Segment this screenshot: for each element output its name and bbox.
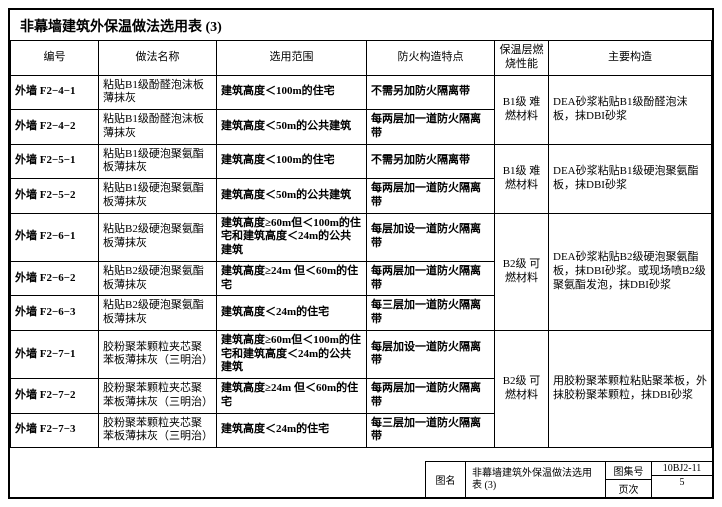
cell-method-name: 粘贴B2级硬泡聚氨酯板薄抹灰 <box>99 261 217 296</box>
cell-id: 外墙 F2−5−2 <box>11 179 99 214</box>
cell-construction: DEA砂浆粘贴B2级硬泡聚氨酯板，抹DBI砂浆。或现场喷B2级聚氨酯发泡，抹DB… <box>549 213 712 330</box>
cell-id: 外墙 F2−7−1 <box>11 330 99 378</box>
cell-fire: 每两层加一道防火隔离带 <box>367 110 495 145</box>
cell-fire: 每三层加一道防火隔离带 <box>367 413 495 448</box>
cell-scope: 建筑高度＜50m的公共建筑 <box>217 110 367 145</box>
table-row: 外墙 F2−4−1粘贴B1级酚醛泡沫板薄抹灰建筑高度＜100m的住宅不需另加防火… <box>11 75 712 110</box>
title-block-meta-labels: 图集号 页次 <box>606 462 652 497</box>
cell-fire: 每两层加一道防火隔离带 <box>367 379 495 414</box>
cell-construction: DEA砂浆粘贴B1级硬泡聚氨酯板，抹DBI砂浆 <box>549 144 712 213</box>
col-header: 选用范围 <box>217 41 367 76</box>
cell-construction: 用胶粉聚苯颗粒粘贴聚苯板，外抹胶粉聚苯颗粒，抹DBI砂浆 <box>549 330 712 447</box>
cell-id: 外墙 F2−4−1 <box>11 75 99 110</box>
cell-scope: 建筑高度≥60m但＜100m的住宅和建筑高度＜24m的公共建筑 <box>217 213 367 261</box>
cell-performance: B2级 可燃材料 <box>495 330 549 447</box>
col-header: 主要构造 <box>549 41 712 76</box>
cell-scope: 建筑高度＜50m的公共建筑 <box>217 179 367 214</box>
cell-method-name: 粘贴B2级硬泡聚氨酯板薄抹灰 <box>99 296 217 331</box>
table-row: 外墙 F2−6−1粘贴B2级硬泡聚氨酯板薄抹灰建筑高度≥60m但＜100m的住宅… <box>11 213 712 261</box>
table-header-row: 编号 做法名称 选用范围 防火构造特点 保温层燃烧性能 主要构造 <box>11 41 712 76</box>
title-block-meta-values: 10BJ2-11 5 <box>652 462 712 497</box>
cell-method-name: 胶粉聚苯颗粒夹芯聚苯板薄抹灰（三明治） <box>99 379 217 414</box>
cell-fire: 每层加设一道防火隔离带 <box>367 330 495 378</box>
col-header: 做法名称 <box>99 41 217 76</box>
selection-table: 编号 做法名称 选用范围 防火构造特点 保温层燃烧性能 主要构造 外墙 F2−4… <box>10 40 712 448</box>
cell-scope: 建筑高度≥24m 但＜60m的住宅 <box>217 261 367 296</box>
table-row: 外墙 F2−5−1粘贴B1级硬泡聚氨酯板薄抹灰建筑高度＜100m的住宅不需另加防… <box>11 144 712 179</box>
cell-fire: 每层加设一道防火隔离带 <box>367 213 495 261</box>
cell-id: 外墙 F2−6−1 <box>11 213 99 261</box>
cell-fire: 不需另加防火隔离带 <box>367 75 495 110</box>
cell-performance: B1级 难燃材料 <box>495 75 549 144</box>
cell-scope: 建筑高度＜24m的住宅 <box>217 413 367 448</box>
cell-scope: 建筑高度＜24m的住宅 <box>217 296 367 331</box>
sheet-title: 非幕墙建筑外保温做法选用表 (3) <box>10 10 712 40</box>
table-row: 外墙 F2−7−1胶粉聚苯颗粒夹芯聚苯板薄抹灰（三明治）建筑高度≥60m但＜10… <box>11 330 712 378</box>
cell-method-name: 胶粉聚苯颗粒夹芯聚苯板薄抹灰（三明治） <box>99 330 217 378</box>
cell-method-name: 粘贴B1级酚醛泡沫板薄抹灰 <box>99 75 217 110</box>
cell-construction: DEA砂浆粘贴B1级酚醛泡沫板，抹DBI砂浆 <box>549 75 712 144</box>
cell-id: 外墙 F2−5−1 <box>11 144 99 179</box>
meta-label: 图集号 <box>606 462 651 480</box>
drawing-sheet: 非幕墙建筑外保温做法选用表 (3) 编号 做法名称 选用范围 防火构造特点 保温… <box>8 8 714 499</box>
cell-id: 外墙 F2−7−2 <box>11 379 99 414</box>
cell-scope: 建筑高度＜100m的住宅 <box>217 75 367 110</box>
cell-fire: 每两层加一道防火隔离带 <box>367 261 495 296</box>
meta-value: 10BJ2-11 <box>652 462 712 476</box>
cell-performance: B2级 可燃材料 <box>495 213 549 330</box>
cell-scope: 建筑高度≥60m但＜100m的住宅和建筑高度＜24m的公共建筑 <box>217 330 367 378</box>
cell-method-name: 胶粉聚苯颗粒夹芯聚苯板薄抹灰（三明治） <box>99 413 217 448</box>
cell-fire: 不需另加防火隔离带 <box>367 144 495 179</box>
col-header: 保温层燃烧性能 <box>495 41 549 76</box>
cell-id: 外墙 F2−6−2 <box>11 261 99 296</box>
cell-scope: 建筑高度≥24m 但＜60m的住宅 <box>217 379 367 414</box>
meta-value: 5 <box>652 476 712 489</box>
cell-performance: B1级 难燃材料 <box>495 144 549 213</box>
title-block-name: 非幕墙建筑外保温做法选用表 (3) <box>466 462 606 497</box>
cell-id: 外墙 F2−4−2 <box>11 110 99 145</box>
col-header: 编号 <box>11 41 99 76</box>
title-block-label: 图名 <box>426 462 466 497</box>
cell-method-name: 粘贴B1级酚醛泡沫板薄抹灰 <box>99 110 217 145</box>
meta-label: 页次 <box>606 480 651 497</box>
cell-method-name: 粘贴B2级硬泡聚氨酯板薄抹灰 <box>99 213 217 261</box>
cell-id: 外墙 F2−7−3 <box>11 413 99 448</box>
cell-fire: 每三层加一道防火隔离带 <box>367 296 495 331</box>
cell-method-name: 粘贴B1级硬泡聚氨酯板薄抹灰 <box>99 144 217 179</box>
title-block: 图名 非幕墙建筑外保温做法选用表 (3) 图集号 页次 10BJ2-11 5 <box>425 461 712 497</box>
col-header: 防火构造特点 <box>367 41 495 76</box>
cell-id: 外墙 F2−6−3 <box>11 296 99 331</box>
cell-method-name: 粘贴B1级硬泡聚氨酯板薄抹灰 <box>99 179 217 214</box>
cell-fire: 每两层加一道防火隔离带 <box>367 179 495 214</box>
cell-scope: 建筑高度＜100m的住宅 <box>217 144 367 179</box>
